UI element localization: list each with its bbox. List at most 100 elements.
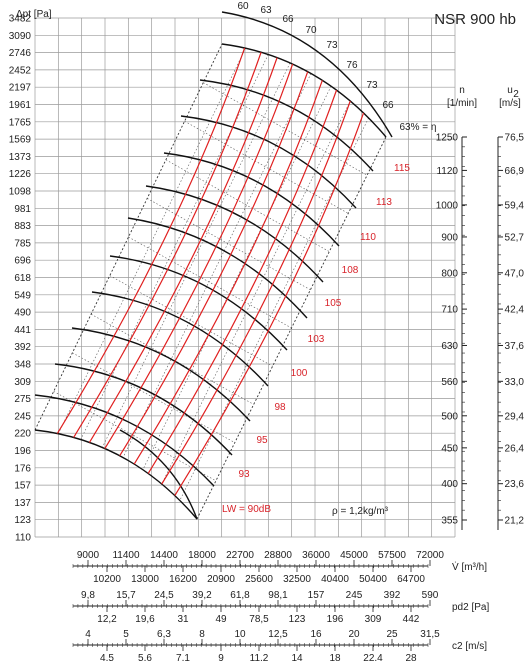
c2-bottom-tick-label: 18 [329, 653, 341, 661]
flow-bottom-tick-label: 10200 [93, 574, 121, 585]
characteristic-curve [34, 429, 198, 520]
u2-tick-label: 29,4 [505, 411, 525, 422]
characteristic-curve [145, 185, 324, 283]
y-tick-label: 441 [14, 325, 31, 336]
speed-line-diagonal [161, 100, 351, 485]
c2-top-tick-label: 20 [348, 629, 360, 640]
sound-level-label: 98 [274, 402, 286, 413]
efficiency-envelope-curve [221, 11, 393, 138]
pd2-bottom-tick-label: 12,2 [97, 614, 117, 625]
sound-level-curve [73, 52, 262, 438]
c2-axis-label: c2 [m/s] [452, 641, 487, 652]
pd2-bottom-tick-label: 309 [365, 614, 382, 625]
characteristic-curve [54, 363, 233, 456]
y-tick-label: 110 [15, 533, 31, 544]
n-tick-label: 400 [441, 479, 458, 490]
sound-level-curve [147, 89, 338, 474]
c2-bottom-tick-label: 9 [218, 653, 224, 661]
n-axis-label: n [459, 85, 465, 96]
y-tick-label: 220 [14, 429, 31, 440]
n-tick-label: 355 [441, 516, 458, 527]
pd2-axis-label: pd2 [Pa] [452, 602, 489, 613]
y-tick-label: 392 [14, 342, 31, 353]
sound-level-curve [174, 112, 365, 496]
y-tick-label: 3090 [9, 31, 32, 42]
flow-bottom-tick-label: 13000 [131, 574, 159, 585]
flow-top-tick-label: 28800 [264, 550, 292, 561]
y-tick-label: 618 [14, 273, 31, 284]
pd2-top-tick-label: 24,5 [154, 590, 174, 601]
efficiency-label: 73 [366, 80, 378, 91]
c2-top-tick-label: 10 [234, 629, 246, 640]
sound-level-curve [133, 80, 323, 465]
u2-axis-unit: [m/s] [499, 98, 521, 109]
speed-line-diagonal [102, 62, 291, 448]
u2-tick-label: 33,0 [505, 377, 525, 388]
y-axis-label: Δpt [Pa] [16, 9, 52, 20]
y-tick-label: 1098 [9, 187, 32, 198]
y-tick-label: 883 [14, 221, 31, 232]
efficiency-label: 66 [382, 100, 394, 111]
u2-axis-label: u [507, 85, 513, 96]
u2-tick-label: 47,0 [505, 268, 525, 279]
characteristic-curves [34, 43, 387, 520]
u2-tick-label: 42,4 [505, 305, 525, 316]
speed-line-transverse [203, 82, 368, 176]
flow-bottom-tick-label: 50400 [359, 574, 387, 585]
c2-top-tick-label: 16 [310, 629, 322, 640]
efficiency-label: 73 [326, 40, 338, 51]
y-tick-label: 348 [14, 360, 31, 371]
flow-top-tick-label: 36000 [302, 550, 330, 561]
characteristic-curve [163, 152, 340, 247]
sound-level-label: 105 [325, 298, 342, 309]
c2-bottom-tick-label: 4,5 [100, 653, 114, 661]
speed-line-transverse [147, 198, 311, 291]
speed-line-diagonal [80, 54, 269, 440]
characteristic-curve [127, 217, 308, 319]
sound-level-curve [161, 100, 351, 485]
pd2-bottom-tick-label: 49 [215, 614, 227, 625]
efficiency-label: 66 [282, 14, 294, 25]
n-tick-label: 1120 [436, 166, 458, 177]
pd2-top-tick-label: 15,7 [116, 590, 136, 601]
flow-top-tick-label: 22700 [226, 550, 254, 561]
speed-line-transverse [72, 352, 235, 443]
efficiency-label: 70 [305, 25, 317, 36]
y-tick-label: 275 [14, 394, 31, 405]
u2-tick-label: 76,5 [505, 133, 525, 144]
c2-top-tick-label: 5 [123, 629, 129, 640]
pd2-bottom-tick-label: 196 [327, 614, 344, 625]
y-tick-label: 1961 [9, 100, 32, 111]
speed-line-diagonal [122, 73, 312, 458]
flow-bottom-tick-label: 40400 [321, 574, 349, 585]
u2-tick-label: 37,6 [505, 341, 525, 352]
sound-level-label: 103 [308, 334, 325, 345]
characteristic-curve [91, 291, 269, 387]
n-tick-label: 500 [441, 411, 458, 422]
characteristic-curve [34, 394, 215, 487]
y-tick-label: 3482 [9, 14, 32, 25]
sound-level-label: 110 [360, 232, 376, 243]
c2-top-tick-label: 31,5 [420, 629, 440, 640]
flow-bottom-tick-label: 32500 [283, 574, 311, 585]
y-tick-label: 696 [14, 256, 31, 267]
flow-bottom-tick-label: 64700 [397, 574, 425, 585]
u2-tick-label: 52,7 [505, 232, 525, 243]
c2-top-tick-label: 4 [85, 629, 91, 640]
characteristic-curve [71, 327, 251, 422]
pd2-top-tick-label: 590 [422, 590, 439, 601]
y-tick-label: 1226 [9, 169, 32, 180]
y-tick-label: 2746 [9, 48, 32, 59]
density-label: ρ = 1,2kg/m³ [332, 506, 389, 517]
sound-level-label: 115 [394, 163, 410, 174]
u2-tick-label: 59,4 [505, 200, 525, 211]
pd2-top-tick-label: 9,8 [81, 590, 95, 601]
c2-bottom-tick-label: 11,2 [250, 653, 269, 661]
n-tick-label: 450 [441, 443, 458, 454]
pd2-bottom-tick-label: 31 [177, 614, 189, 625]
c2-top-tick-label: 8 [199, 629, 205, 640]
c2-top-tick-label: 12,5 [268, 629, 288, 640]
chart-title: NSR 900 hb [434, 11, 516, 28]
u2-tick-label: 23,6 [505, 479, 525, 490]
